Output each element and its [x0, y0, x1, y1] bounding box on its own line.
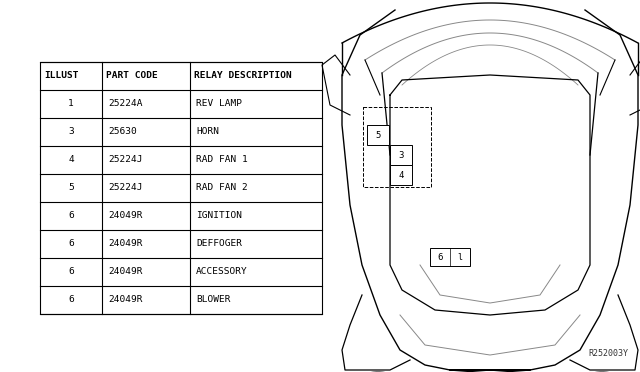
Text: 6: 6 — [68, 267, 74, 276]
Text: 3: 3 — [68, 128, 74, 137]
Text: ILLUST: ILLUST — [44, 71, 79, 80]
Text: 6: 6 — [68, 212, 74, 221]
Text: 24049R: 24049R — [108, 212, 143, 221]
Bar — [367, 125, 389, 145]
Text: 24049R: 24049R — [108, 267, 143, 276]
Text: 3: 3 — [398, 151, 404, 160]
Text: RAD FAN 2: RAD FAN 2 — [196, 183, 248, 192]
Text: 5: 5 — [375, 131, 381, 140]
Text: ACCESSORY: ACCESSORY — [196, 267, 248, 276]
Text: l: l — [458, 253, 463, 262]
Text: RELAY DESCRIPTION: RELAY DESCRIPTION — [194, 71, 292, 80]
Text: REV LAMP: REV LAMP — [196, 99, 242, 109]
Text: IGNITION: IGNITION — [196, 212, 242, 221]
Text: 5: 5 — [68, 183, 74, 192]
Text: 6: 6 — [437, 253, 443, 262]
Text: 1: 1 — [68, 99, 74, 109]
Text: 6: 6 — [68, 240, 74, 248]
Bar — [390, 165, 412, 185]
Text: 6: 6 — [68, 295, 74, 305]
Text: 4: 4 — [68, 155, 74, 164]
Bar — [363, 107, 431, 187]
Text: HORN: HORN — [196, 128, 219, 137]
Text: RAD FAN 1: RAD FAN 1 — [196, 155, 248, 164]
Text: R252003Y: R252003Y — [588, 349, 628, 358]
Text: 25630: 25630 — [108, 128, 137, 137]
Bar — [40, 62, 322, 314]
Text: 24049R: 24049R — [108, 240, 143, 248]
Text: 25224A: 25224A — [108, 99, 143, 109]
Bar — [430, 248, 470, 266]
Text: BLOWER: BLOWER — [196, 295, 230, 305]
Text: PART CODE: PART CODE — [106, 71, 157, 80]
Text: 24049R: 24049R — [108, 295, 143, 305]
Bar — [390, 145, 412, 165]
Text: 25224J: 25224J — [108, 183, 143, 192]
Text: 4: 4 — [398, 170, 404, 180]
Text: DEFFOGER: DEFFOGER — [196, 240, 242, 248]
Text: 25224J: 25224J — [108, 155, 143, 164]
